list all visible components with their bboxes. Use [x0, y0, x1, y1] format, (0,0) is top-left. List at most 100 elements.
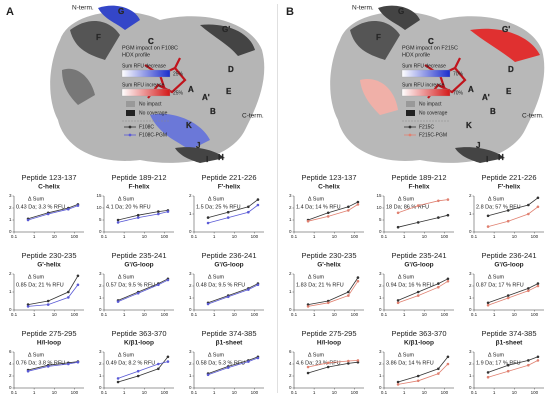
y-tick-label: 2	[189, 361, 192, 366]
data-point	[486, 303, 490, 307]
data-point	[527, 203, 530, 207]
y-tick-label: 2	[469, 283, 472, 288]
data-point	[166, 360, 170, 363]
chart-title: Peptide 236-241	[201, 251, 256, 260]
y-tick-label: 2	[289, 373, 292, 378]
y-tick-label: 2	[379, 361, 382, 366]
data-point	[67, 362, 70, 366]
chart-title: Peptide 221-226	[481, 173, 536, 182]
data-point	[416, 204, 420, 207]
x-tick-label: 1	[493, 234, 496, 239]
x-tick-label: 1	[33, 390, 36, 395]
annotation: 4.1 Da; 20 % RFU	[106, 204, 151, 210]
data-point	[247, 210, 250, 214]
data-point	[157, 367, 160, 371]
data-point	[356, 359, 360, 362]
legend-label: F108C-PGM	[139, 132, 167, 138]
data-point	[247, 360, 250, 363]
data-point	[326, 299, 330, 303]
x-tick-label: 1	[33, 312, 36, 317]
data-point	[326, 301, 330, 305]
data-point	[416, 221, 420, 224]
chart-subtitle: K/β1-loop	[124, 340, 154, 347]
y-tick-label: 2	[189, 193, 192, 198]
annotation: 2.8 Da; 57 % RFU	[476, 204, 521, 210]
structure-label: B	[210, 107, 216, 116]
annotation-label: Δ Sum	[488, 274, 505, 280]
x-tick-label: 1	[213, 390, 216, 395]
x-tick-label: 100	[531, 312, 539, 317]
series-line	[397, 278, 449, 301]
x-tick-label: 100	[351, 390, 359, 395]
y-tick-label: 1	[379, 373, 382, 378]
series-line	[487, 206, 539, 227]
x-tick-label: 10	[332, 390, 338, 395]
chart-subtitle: K/β1-loop	[404, 340, 434, 347]
series-line	[117, 279, 169, 302]
data-point	[446, 277, 450, 281]
structure-label: H	[218, 153, 224, 162]
series-line	[307, 204, 359, 222]
structure-label: G	[398, 7, 404, 16]
data-point	[256, 356, 260, 360]
x-tick-label: 0.1	[381, 390, 388, 395]
y-tick-label: 1	[189, 295, 192, 300]
series-line	[397, 199, 448, 214]
data-point	[356, 200, 360, 204]
x-tick-label: 100	[531, 390, 539, 395]
series-line	[397, 214, 449, 228]
x-tick-label: 10	[512, 312, 518, 317]
structure-label: E	[226, 87, 232, 96]
data-point	[527, 212, 530, 216]
legend-label: Sum RFU decrease	[402, 63, 446, 69]
data-point	[536, 355, 540, 359]
y-tick-label: 1	[99, 373, 102, 378]
x-tick-label: 10	[52, 312, 58, 317]
chart-title: Peptide 123-137	[21, 173, 76, 182]
x-tick-label: 1	[123, 390, 126, 395]
y-tick-label: 10	[96, 205, 102, 210]
x-tick-label: 100	[251, 312, 259, 317]
y-tick-label: 0	[9, 307, 12, 312]
y-tick-label: 0	[379, 229, 382, 234]
data-point	[356, 360, 360, 364]
chart-title: Peptide 374-385	[201, 329, 256, 338]
legend-title: PGM impact on F108C	[122, 45, 178, 51]
annotation-label: Δ Sum	[208, 196, 225, 202]
chart-title: Peptide 189-212	[391, 173, 446, 182]
series-line	[487, 285, 539, 306]
x-tick-label: 1	[313, 390, 316, 395]
data-point	[536, 205, 540, 209]
x-tick-label: 1	[403, 390, 406, 395]
annotation: 0.76 Da; 3.8 % RFU	[16, 360, 65, 366]
legend-label: No impact	[139, 101, 162, 107]
x-tick-label: 0.1	[11, 312, 18, 317]
x-tick-label: 10	[232, 390, 238, 395]
data-point	[206, 302, 210, 306]
x-tick-label: 100	[251, 390, 259, 395]
y-tick-label: 3	[99, 349, 102, 354]
legend-label: 25%	[173, 71, 184, 77]
y-tick-label: 0	[289, 385, 292, 390]
x-tick-label: 100	[161, 234, 169, 239]
data-point	[306, 371, 310, 375]
y-tick-label: 1	[379, 295, 382, 300]
structure-label: A'	[202, 93, 210, 102]
structure-label: N-term.	[352, 5, 374, 12]
x-tick-label: 0.1	[471, 390, 478, 395]
x-tick-label: 0.1	[381, 312, 388, 317]
series-line	[487, 197, 539, 217]
x-tick-label: 100	[441, 390, 449, 395]
structure-label: C-term.	[242, 113, 264, 120]
x-tick-label: 1	[403, 312, 406, 317]
y-tick-label: 1	[9, 289, 12, 294]
legend-label: No coverage	[419, 110, 448, 116]
data-point	[226, 366, 230, 369]
y-tick-label: 3	[189, 349, 192, 354]
data-point	[76, 283, 80, 287]
x-tick-label: 0.1	[101, 312, 108, 317]
data-point	[527, 363, 530, 367]
gradient-bar	[121, 88, 171, 97]
chart-title: Peptide 189-212	[111, 173, 166, 182]
legend-marker	[408, 125, 412, 129]
